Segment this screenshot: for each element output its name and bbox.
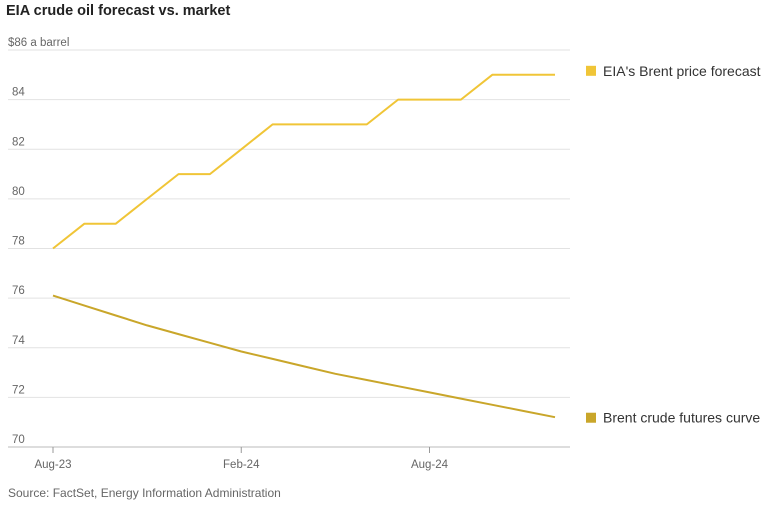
y-tick-label: 74 [12, 335, 25, 347]
x-axis: Aug-23 Feb-24 Aug-24 [34, 447, 449, 471]
legend: EIA's Brent price forecast Brent crude fu… [586, 63, 761, 426]
legend-swatch [586, 65, 596, 76]
source-note: Source: FactSet, Energy Information Admi… [8, 486, 281, 500]
chart-title: EIA crude oil forecast vs. market [6, 3, 231, 19]
y-axis-ticks: $86 a barrel 70 72 74 76 78 80 82 84 [8, 37, 69, 446]
series-lines [52, 73, 556, 419]
x-tick-label: Aug-23 [34, 459, 71, 471]
gridlines [8, 49, 570, 448]
series-line-2 [52, 294, 556, 419]
series-line-1 [52, 73, 555, 250]
legend-label: Brent crude futures curve [603, 410, 760, 426]
legend-swatch [586, 412, 596, 423]
y-tick-label: 84 [12, 87, 25, 99]
x-tick-label: Feb-24 [223, 459, 260, 471]
y-tick-label: 78 [12, 236, 25, 248]
y-tick-label: 76 [12, 285, 25, 297]
y-tick-label: 72 [12, 384, 25, 396]
y-tick-label: 70 [12, 434, 25, 446]
x-tick-label: Aug-24 [411, 459, 449, 471]
y-tick-label: 82 [12, 136, 25, 148]
y-tick-label: 80 [12, 186, 25, 198]
legend-label: EIA's Brent price forecast [603, 63, 761, 79]
y-top-label: $86 a barrel [8, 37, 69, 49]
